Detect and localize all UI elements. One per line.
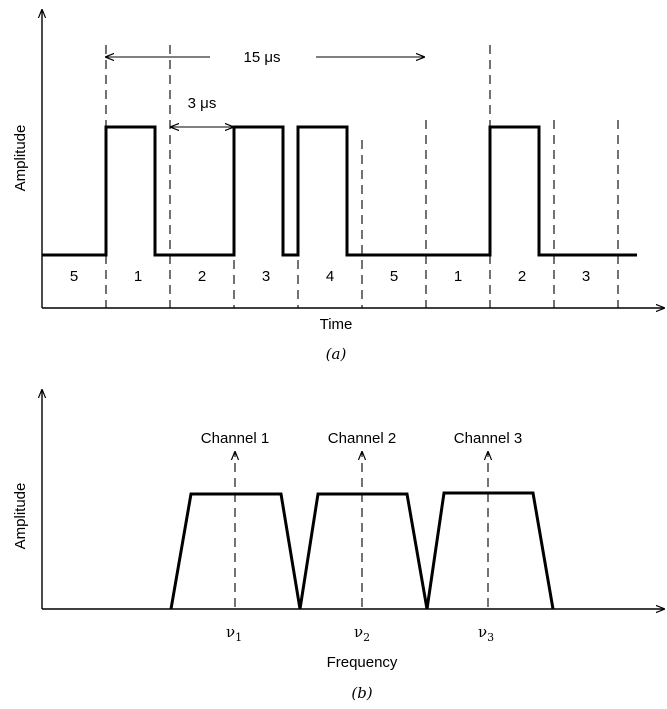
period-label: 15 μs [244,49,281,66]
channel-3-label: Channel 3 [454,430,522,447]
panel-b-caption: (b) [351,684,372,702]
period-dimension: 15 μs [106,49,424,66]
slot-label-9: 3 [582,268,590,285]
channel-2: Channel 2 ν2 [328,430,396,644]
panel-b-y-label: Amplitude [12,483,29,550]
pulse-train [42,125,637,257]
slot-labels: 5 1 2 3 4 5 1 2 3 [70,268,590,285]
panel-a-caption: (a) [326,345,347,363]
channel-3-frequency: ν3 [478,623,494,644]
channel-1-label: Channel 1 [201,430,269,447]
slot-label: 3 μs [188,95,217,112]
panel-b-x-label: Frequency [327,654,398,671]
panel-b: Amplitude Frequency (b) Channel 1 ν1 Cha… [12,390,664,702]
slot-divider-lines [105,45,619,308]
panel-a-x-label: Time [320,316,353,333]
slot-label-7: 1 [454,268,462,285]
slot-label-4: 3 [262,268,270,285]
slot-label-1: 5 [70,268,78,285]
channel-1: Channel 1 ν1 [201,430,269,644]
slot-label-6: 5 [390,268,398,285]
channel-1-frequency: ν1 [226,623,242,644]
slot-dimension: 3 μs [171,95,233,127]
slot-label-3: 2 [198,268,206,285]
slot-label-5: 4 [326,268,334,285]
channel-2-frequency: ν2 [354,623,370,644]
panel-a-y-label: Amplitude [12,125,29,192]
channel-2-label: Channel 2 [328,430,396,447]
panel-a: Amplitude Time (a) 5 1 2 3 4 5 1 2 3 15 μs 3 μs [12,10,664,363]
channel-3: Channel 3 ν3 [454,430,522,644]
slot-label-2: 1 [134,268,142,285]
slot-label-8: 2 [518,268,526,285]
